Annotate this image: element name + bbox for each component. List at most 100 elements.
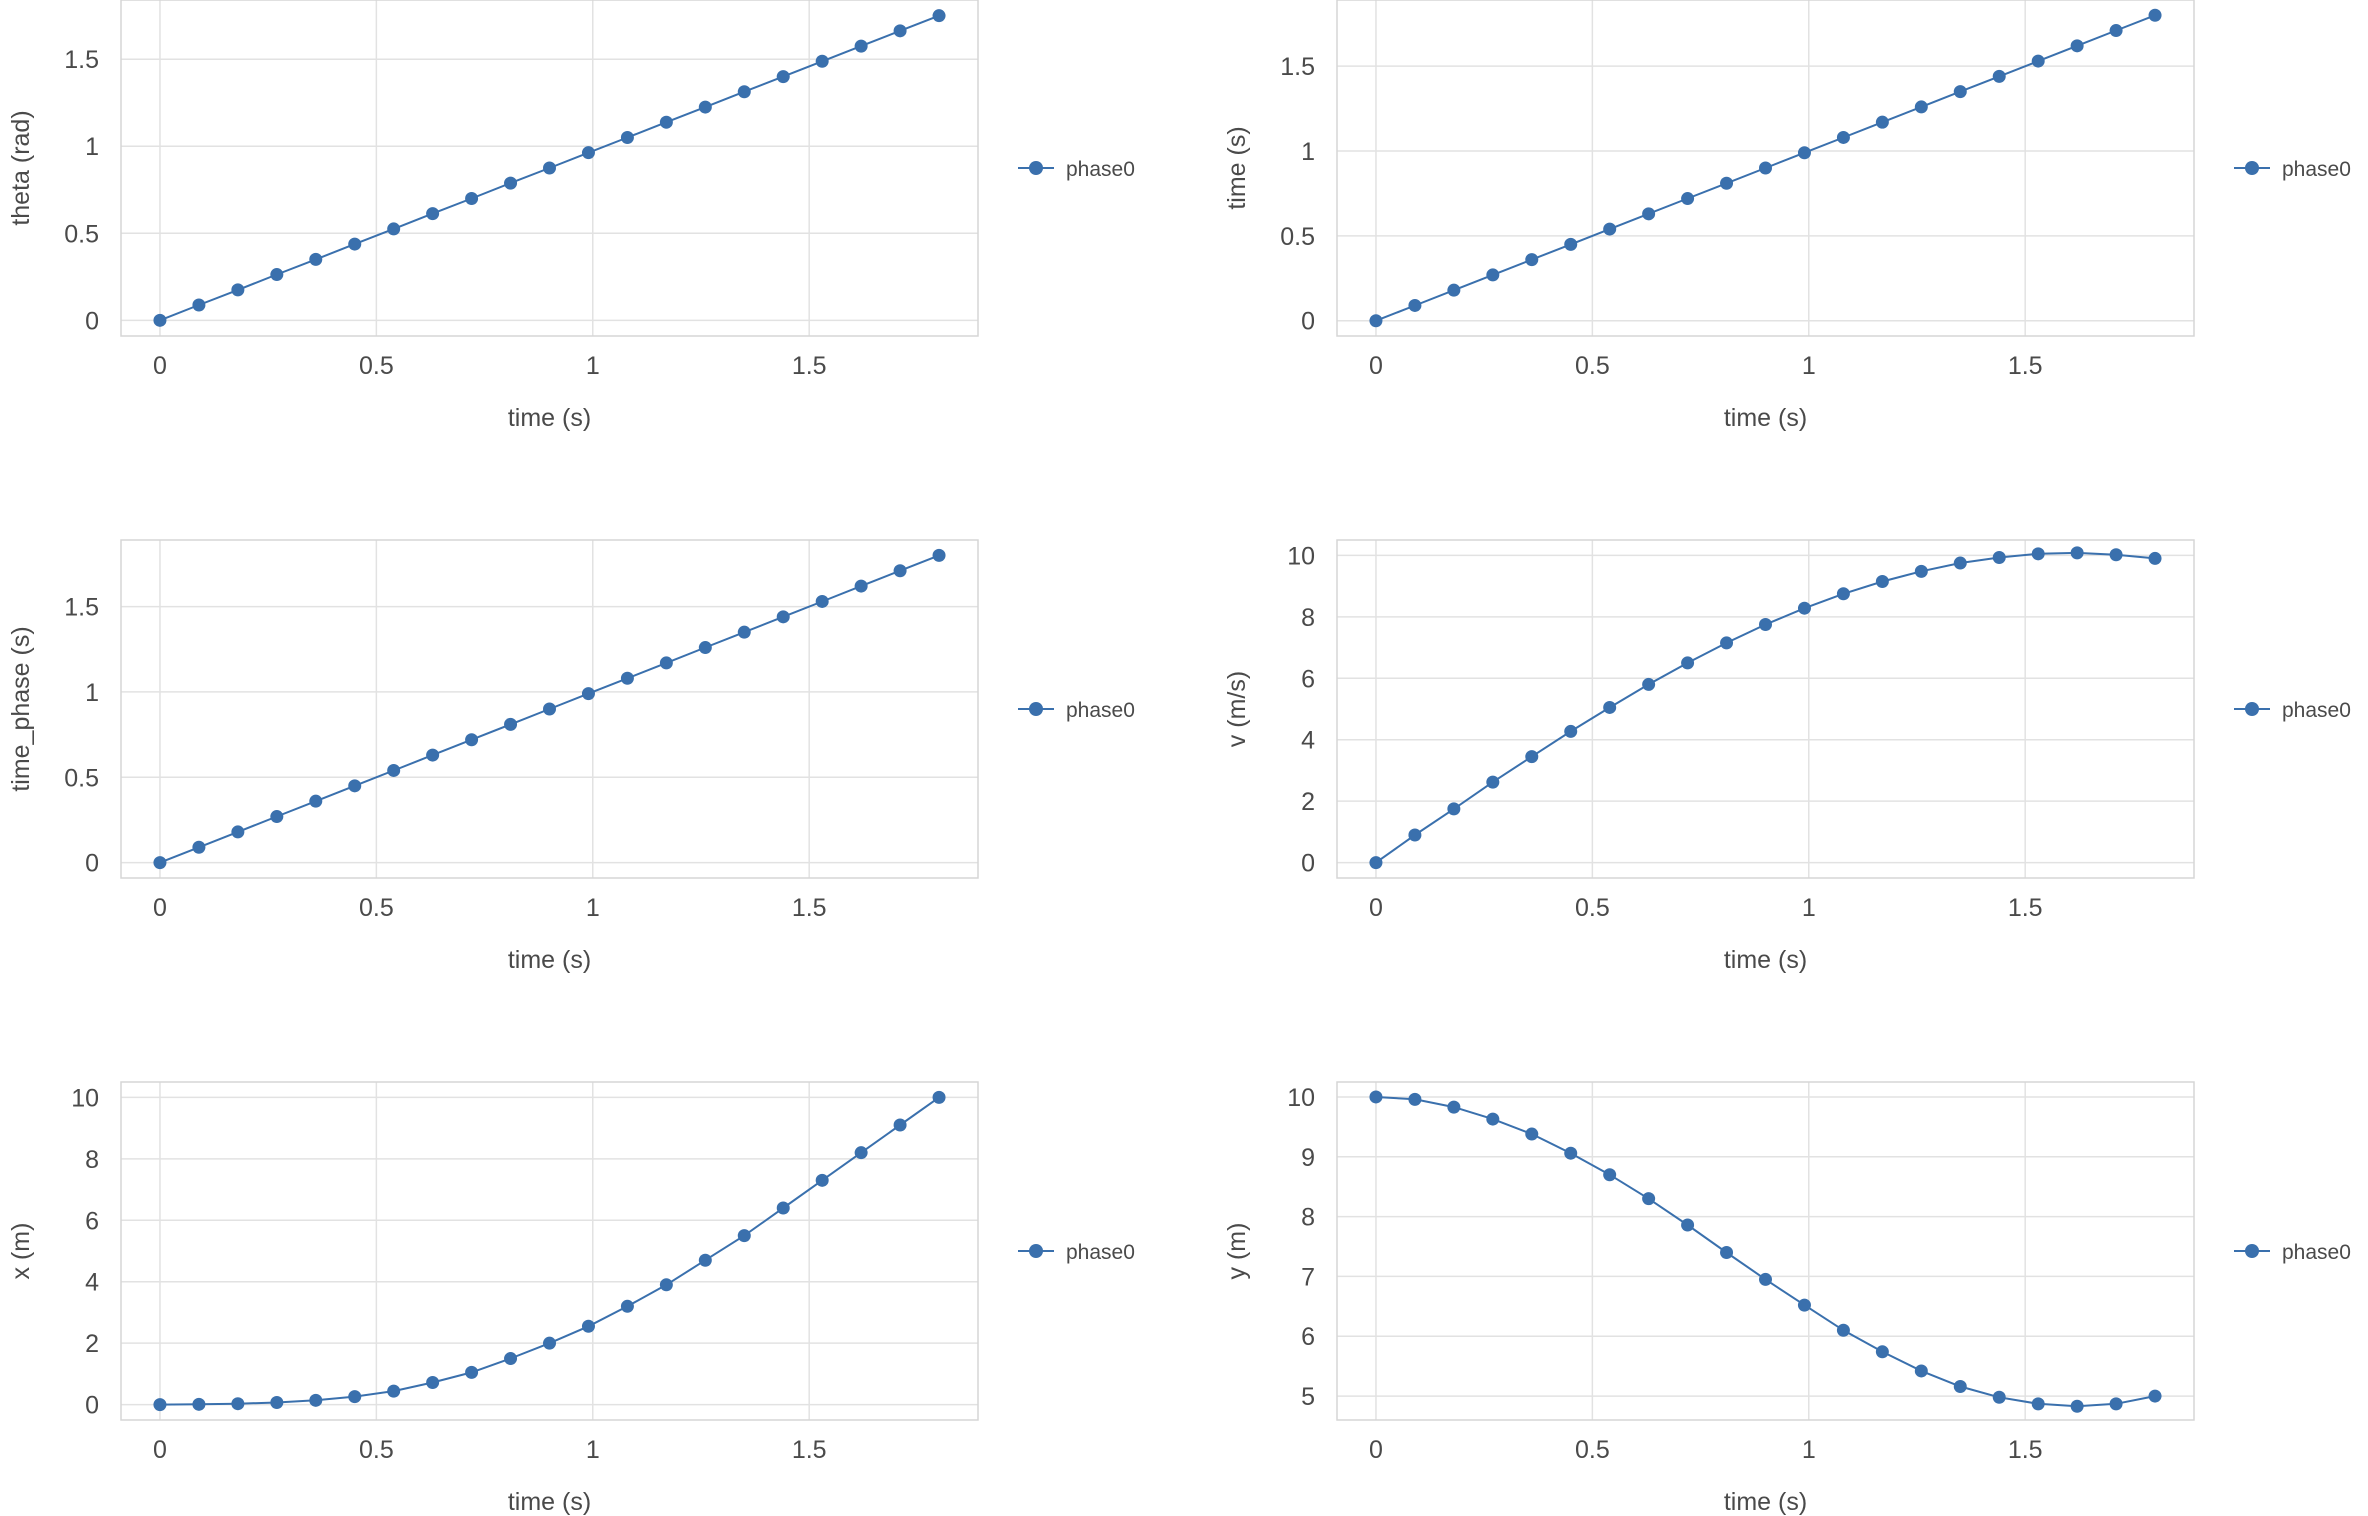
data-point xyxy=(737,85,751,99)
data-point xyxy=(309,252,323,266)
data-point xyxy=(2148,1389,2162,1403)
data-point xyxy=(387,763,401,777)
data-point xyxy=(1369,856,1383,870)
subplot-1: 0 0.5 1 1.5 0 0.5 1 1.5 time (s) theta (rad) phase… xyxy=(7,0,1135,432)
legend-marker-swatch xyxy=(2245,1244,2259,1258)
x-tick-label: 1.5 xyxy=(2008,1436,2043,1464)
x-tick-label: 1.5 xyxy=(792,1436,827,1464)
data-point xyxy=(2109,1397,2123,1411)
data-point xyxy=(620,1299,634,1313)
data-point xyxy=(1408,298,1422,312)
x-tick-label: 1 xyxy=(586,352,600,380)
data-point xyxy=(1408,828,1422,842)
data-point xyxy=(465,733,479,747)
data-point xyxy=(504,176,518,190)
y-tick-label: 2 xyxy=(85,1330,99,1358)
data-point xyxy=(1369,1090,1383,1104)
data-point xyxy=(1603,1168,1617,1182)
data-point xyxy=(1486,775,1500,789)
data-point xyxy=(1759,161,1772,175)
y-tick-label: 0.5 xyxy=(64,220,99,248)
data-point xyxy=(2031,54,2045,68)
data-point xyxy=(153,856,167,870)
data-point xyxy=(1797,1298,1811,1312)
y-tick-label: 10 xyxy=(1287,542,1315,570)
legend-label: phase0 xyxy=(2282,158,2351,181)
data-point xyxy=(192,840,206,854)
x-axis-label: time (s) xyxy=(1724,946,1807,974)
data-point xyxy=(153,1398,167,1412)
subplot-4: 0 0.5 1 1.5 0 2 4 6 8 10 time (s) v (m/s) phase0 xyxy=(1223,539,2351,974)
plot-area-frame xyxy=(1336,1081,2195,1421)
data-point xyxy=(309,794,323,808)
legend-label: phase0 xyxy=(2282,699,2351,722)
data-point xyxy=(854,579,868,593)
data-point xyxy=(932,9,946,23)
data-point xyxy=(737,1229,751,1243)
data-point xyxy=(698,641,712,655)
data-point xyxy=(426,748,440,762)
x-tick-label: 1.5 xyxy=(792,894,827,922)
data-point xyxy=(348,1390,362,1404)
y-tick-label: 7 xyxy=(1301,1263,1315,1291)
data-point xyxy=(309,1393,323,1407)
data-point xyxy=(1447,1100,1461,1114)
data-point xyxy=(659,656,673,670)
data-point xyxy=(387,222,401,236)
data-point xyxy=(1369,314,1383,328)
data-point xyxy=(1486,1112,1500,1126)
y-tick-label: 1 xyxy=(1301,138,1315,166)
data-point xyxy=(543,161,556,175)
x-axis-label: time (s) xyxy=(508,404,591,432)
y-tick-label: 10 xyxy=(71,1084,99,1112)
data-point xyxy=(1681,192,1695,206)
x-tick-label: 0 xyxy=(1369,352,1383,380)
data-point xyxy=(426,1376,440,1390)
data-point xyxy=(1836,1323,1850,1337)
x-tick-label: 1.5 xyxy=(2008,894,2043,922)
data-point xyxy=(1720,636,1734,650)
data-point xyxy=(1836,130,1850,144)
data-point xyxy=(659,1278,673,1292)
subplot-5: 0 0.5 1 1.5 0 2 4 6 8 10 time (s) x (m) phase0 xyxy=(7,1081,1135,1516)
y-tick-label: 8 xyxy=(1301,604,1315,632)
subplot-3: 0 0.5 1 1.5 0 0.5 1 1.5 time (s) time_phase (s) ph… xyxy=(7,539,1135,974)
data-point xyxy=(1642,207,1656,221)
x-tick-label: 0.5 xyxy=(1575,894,1610,922)
plot-area-frame xyxy=(1336,539,2195,879)
y-tick-label: 8 xyxy=(1301,1204,1315,1232)
data-point xyxy=(776,610,790,624)
data-point xyxy=(1797,146,1811,160)
data-point xyxy=(893,1118,907,1132)
data-point xyxy=(815,594,829,608)
data-point xyxy=(815,54,829,68)
y-tick-label: 4 xyxy=(85,1269,99,1297)
data-point xyxy=(581,1319,595,1333)
data-point xyxy=(581,687,595,701)
x-tick-label: 0 xyxy=(153,894,167,922)
y-tick-label: 6 xyxy=(1301,665,1315,693)
data-point xyxy=(426,207,440,221)
data-point xyxy=(932,548,946,562)
legend-marker-swatch xyxy=(2245,161,2259,175)
data-point xyxy=(1525,253,1539,267)
data-point xyxy=(893,24,907,38)
data-point xyxy=(2070,39,2084,53)
data-point xyxy=(543,1336,556,1350)
plot-area-frame xyxy=(120,1081,979,1421)
data-point xyxy=(1603,700,1617,714)
data-point xyxy=(1642,677,1656,691)
subplot-6: 0 0.5 1 1.5 5 6 7 8 9 10 time (s) y (m) phase0 xyxy=(1223,1081,2351,1516)
data-point xyxy=(2031,547,2045,561)
y-tick-label: 8 xyxy=(85,1146,99,1174)
data-point xyxy=(1953,556,1967,570)
data-point xyxy=(2148,551,2162,565)
data-point xyxy=(192,1397,206,1411)
y-tick-label: 1.5 xyxy=(64,594,99,622)
y-tick-label: 1.5 xyxy=(1280,53,1315,81)
y-axis-label: theta (rad) xyxy=(7,110,35,225)
data-point xyxy=(231,825,245,839)
data-point xyxy=(1564,724,1578,738)
legend-marker-swatch xyxy=(1029,702,1043,716)
